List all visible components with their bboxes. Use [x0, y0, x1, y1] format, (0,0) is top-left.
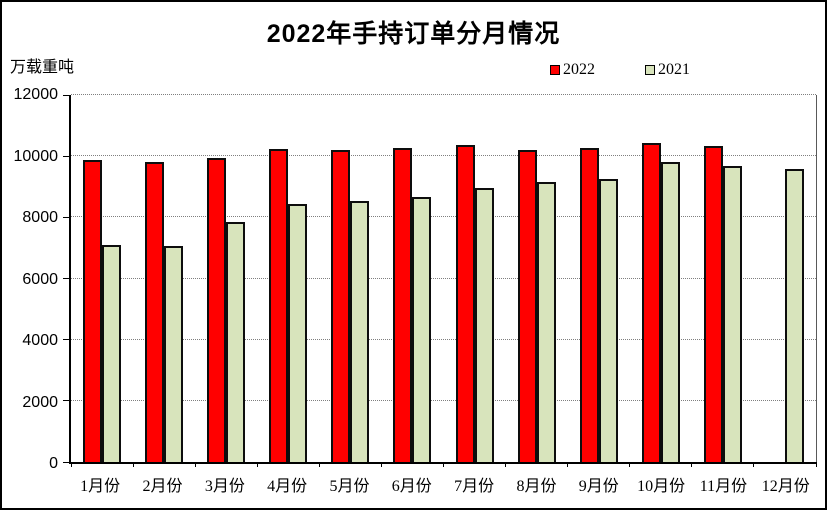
gridline-10000: [71, 155, 816, 157]
x-label-9月份: 9月份: [578, 478, 619, 495]
legend-swatch-2022-icon: [550, 65, 560, 75]
bar-2021-6月份: [412, 197, 432, 462]
x-label-7月份: 7月份: [454, 478, 495, 495]
x-label-11月份: 11月份: [699, 478, 748, 495]
bar-2022-1月份: [83, 160, 103, 462]
y-tick-0: [63, 461, 69, 463]
bar-2021-9月份: [598, 179, 618, 462]
x-tick-7: [505, 462, 507, 467]
legend-item-2021: 2021: [645, 61, 690, 79]
x-axis-tick-labels: 1月份 2月份 3月份 4月份 5月份 6月份 7月份 8月份 9月份 10月份 11月份 12月份: [69, 472, 817, 496]
x-label-5月份: 5月份: [329, 478, 370, 495]
x-tick-6: [443, 462, 444, 467]
x-tick-10: [691, 462, 693, 467]
bar-2022-4月份: [269, 148, 289, 462]
y-axis-unit-label: 万载重吨: [10, 59, 75, 76]
plot-area: [63, 94, 817, 467]
bar-2022-11月份: [703, 145, 723, 462]
y-tick-8000: [63, 216, 69, 218]
x-label-6月份: 6月份: [391, 478, 432, 495]
bar-group-11月份: [692, 95, 754, 462]
x-label-8月份: 8月份: [516, 478, 557, 495]
gridline-2000: [71, 399, 816, 401]
bar-2022-8月份: [517, 149, 537, 462]
bar-2022-10月份: [641, 142, 661, 462]
y-tick-label-2000: 2000: [22, 393, 58, 411]
y-tick-label-10000: 10000: [13, 147, 59, 165]
bar-2021-10月份: [660, 161, 680, 462]
x-label-3月份: 3月份: [204, 478, 245, 495]
bar-group-1月份: [71, 95, 133, 462]
x-label-2月份: 2月份: [142, 478, 183, 495]
gridlines: [63, 94, 816, 463]
bar-2021-1月份: [102, 244, 122, 462]
x-tick-3: [256, 462, 258, 467]
x-label-4月份: 4月份: [267, 478, 308, 495]
y-tick-6000: [63, 278, 69, 279]
bar-series: [71, 95, 816, 462]
bar-2022-9月份: [579, 148, 599, 462]
chart-title: 2022年手持订单分月情况: [266, 20, 561, 48]
y-tick-12000: [63, 94, 69, 96]
bar-group-5月份: [319, 95, 381, 462]
bar-2021-8月份: [536, 182, 556, 462]
bar-2021-11月份: [722, 166, 742, 462]
x-tick-0: [70, 462, 72, 467]
legend-label-2022: 2022: [563, 61, 595, 78]
bar-2021-12月份: [784, 168, 804, 462]
x-tick-8: [567, 462, 569, 467]
legend-label-2021: 2021: [658, 61, 690, 78]
x-tick-5: [380, 462, 382, 467]
x-label-1月份: 1月份: [80, 478, 121, 495]
y-tick-label-8000: 8000: [22, 209, 58, 226]
y-tick-10000: [63, 155, 69, 157]
y-tick-2000: [63, 400, 69, 402]
x-label-10月份: 10月份: [637, 478, 686, 495]
bar-2021-3月份: [226, 221, 246, 462]
legend: 2022 2021: [550, 61, 690, 79]
bar-group-7月份: [443, 95, 505, 462]
x-tick-9: [629, 462, 631, 467]
gridline-4000: [71, 338, 816, 340]
y-axis-tick-labels: 0 2000 4000 6000 8000 10000 12000: [2, 86, 59, 472]
y-tick-4000: [63, 339, 69, 341]
y-tick-label-0: 0: [49, 455, 58, 472]
x-tick-1: [132, 462, 134, 467]
bar-group-3月份: [195, 95, 257, 462]
gridline-8000: [71, 216, 816, 218]
bar-2021-2月份: [164, 245, 184, 462]
x-label-12月份: 12月份: [761, 478, 810, 495]
gridline-6000: [71, 277, 816, 279]
x-tick-11: [753, 462, 755, 467]
gridline-12000: [71, 94, 816, 95]
y-tick-label-12000: 12000: [13, 86, 59, 103]
bar-2022-3月份: [207, 158, 227, 462]
bar-group-6月份: [381, 95, 443, 462]
y-tick-label-6000: 6000: [22, 270, 58, 288]
x-tick-4: [318, 462, 320, 467]
bar-2021-5月份: [350, 201, 370, 462]
x-axis-ticks: [70, 462, 817, 468]
bar-2022-5月份: [331, 149, 351, 462]
x-tick-12: [815, 462, 817, 467]
bar-group-9月份: [568, 95, 630, 462]
legend-item-2022: 2022: [550, 61, 595, 79]
bar-group-10月份: [630, 95, 692, 462]
bar-group-12月份: [754, 95, 816, 462]
bar-group-4月份: [257, 95, 319, 462]
y-tick-label-4000: 4000: [22, 332, 58, 349]
bar-2021-4月份: [288, 203, 308, 462]
bar-2021-7月份: [474, 187, 494, 462]
legend-swatch-2021-icon: [645, 65, 655, 75]
bar-2022-2月份: [145, 162, 165, 462]
bar-2022-6月份: [393, 147, 413, 462]
x-tick-2: [194, 462, 196, 467]
bar-2022-7月份: [455, 144, 475, 462]
bar-group-8月份: [506, 95, 568, 462]
bar-group-2月份: [133, 95, 195, 462]
